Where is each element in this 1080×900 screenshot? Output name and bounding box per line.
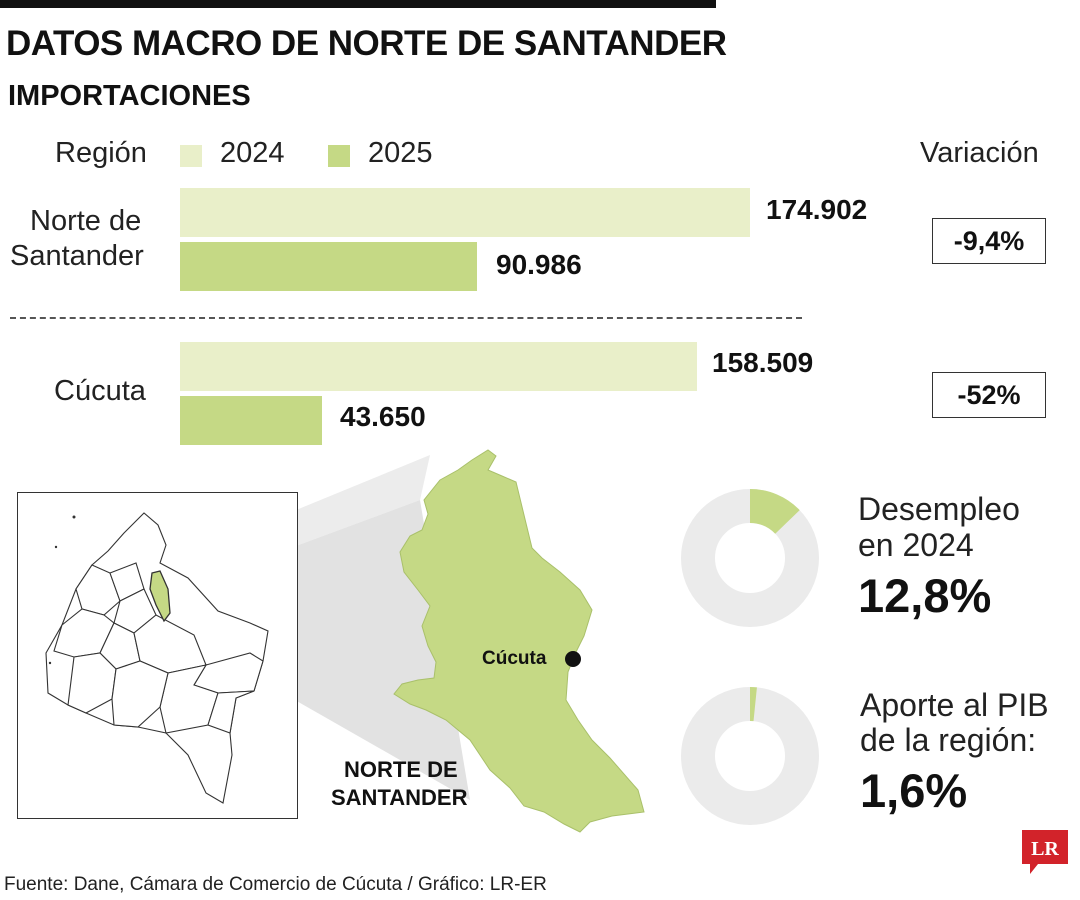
colombia-inset-map: [17, 492, 298, 819]
category-label-cucuta: Cúcuta: [54, 375, 146, 407]
source-note: Fuente: Dane, Cámara de Comercio de Cúcu…: [4, 874, 547, 895]
bar-value-norte-2025: 90.986: [496, 249, 582, 280]
legend-label-2025: 2025: [368, 137, 433, 169]
donut-pib-slice: [750, 687, 757, 722]
map-highlight-region: [149, 570, 171, 623]
top-rule: [0, 0, 716, 8]
variation-badge-cucuta: -52%: [932, 372, 1046, 418]
desempleo-label-line1: Desempleo: [858, 491, 1020, 527]
donut-desempleo: [681, 489, 819, 627]
svg-text:LR: LR: [1031, 838, 1059, 860]
legend-swatch-2024: [180, 145, 202, 167]
desempleo-value: 12,8%: [858, 569, 992, 622]
category-label-norte-line2: Santander: [10, 240, 144, 272]
pib-label-line1: Aporte al PIB: [860, 687, 1049, 723]
bar-norte-2024: [180, 188, 750, 237]
pib-label-line2: de la región:: [860, 722, 1037, 758]
bar-value-norte-2024: 174.902: [766, 194, 868, 225]
divider-dashed: [10, 317, 802, 319]
legend-swatch-2025: [328, 145, 350, 167]
donut-desempleo-slice: [750, 489, 800, 534]
desempleo-label-line2: en 2024: [858, 527, 974, 563]
norte-de-santander-map: [393, 449, 645, 833]
map-region-label-line2: SANTANDER: [331, 785, 468, 810]
bar-norte-2025: [180, 242, 477, 291]
pib-value: 1,6%: [860, 764, 968, 817]
page-title: DATOS MACRO DE NORTE DE SANTANDER: [6, 24, 727, 63]
region-column-label: Región: [55, 137, 147, 169]
category-label-norte-line1: Norte de: [30, 205, 142, 237]
bar-cucuta-2024: [180, 342, 697, 391]
chart-subtitle: IMPORTACIONES: [8, 80, 251, 112]
donut-pib: [681, 687, 819, 825]
map-region-label-line1: NORTE DE: [344, 757, 458, 782]
bar-value-cucuta-2024: 158.509: [712, 347, 814, 378]
legend-label-2024: 2024: [220, 137, 285, 169]
map-region-shape: [393, 449, 645, 833]
cucuta-marker: [565, 651, 581, 667]
lr-logo: LR: [1022, 830, 1068, 874]
city-label-cucuta: Cúcuta: [482, 648, 547, 669]
bar-cucuta-2025: [180, 396, 323, 445]
variation-badge-norte: -9,4%: [932, 218, 1046, 264]
bar-value-cucuta-2025: 43.650: [340, 401, 426, 432]
variation-column-label: Variación: [920, 137, 1039, 169]
colombia-map-icon: [45, 512, 269, 804]
